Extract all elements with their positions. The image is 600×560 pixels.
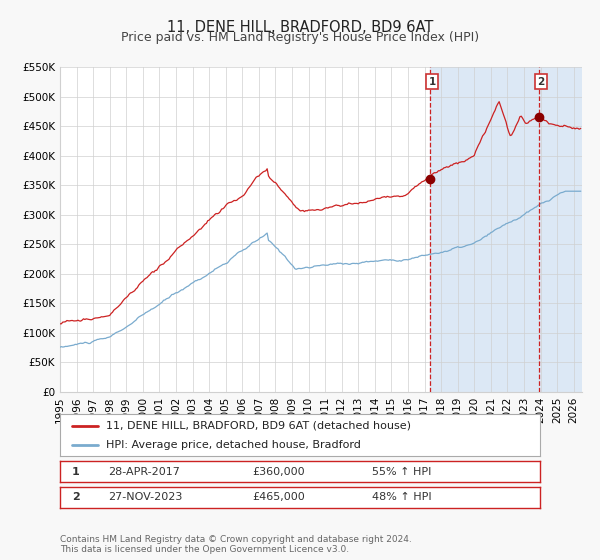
Text: 1: 1 (72, 466, 80, 477)
Text: 27-NOV-2023: 27-NOV-2023 (108, 492, 182, 502)
Bar (430, 67, 582, 392)
Text: 28-APR-2017: 28-APR-2017 (108, 466, 180, 477)
Text: £465,000: £465,000 (252, 492, 305, 502)
Text: 55% ↑ HPI: 55% ↑ HPI (372, 466, 431, 477)
Text: HPI: Average price, detached house, Bradford: HPI: Average price, detached house, Brad… (106, 440, 361, 450)
Text: Price paid vs. HM Land Registry's House Price Index (HPI): Price paid vs. HM Land Registry's House … (121, 31, 479, 44)
Text: This data is licensed under the Open Government Licence v3.0.: This data is licensed under the Open Gov… (60, 545, 349, 554)
Text: 1: 1 (428, 77, 436, 87)
Text: 2: 2 (72, 492, 80, 502)
Text: 11, DENE HILL, BRADFORD, BD9 6AT: 11, DENE HILL, BRADFORD, BD9 6AT (167, 20, 433, 35)
Text: 2: 2 (538, 77, 545, 87)
Text: Contains HM Land Registry data © Crown copyright and database right 2024.: Contains HM Land Registry data © Crown c… (60, 535, 412, 544)
Bar (539, 67, 582, 392)
Text: 48% ↑ HPI: 48% ↑ HPI (372, 492, 431, 502)
Text: £360,000: £360,000 (252, 466, 305, 477)
Text: 11, DENE HILL, BRADFORD, BD9 6AT (detached house): 11, DENE HILL, BRADFORD, BD9 6AT (detach… (106, 421, 410, 431)
